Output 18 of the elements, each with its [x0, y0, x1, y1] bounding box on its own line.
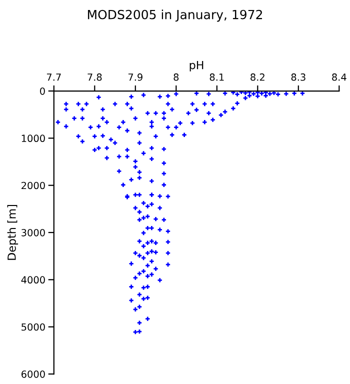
x-tick-label: 8: [174, 73, 179, 81]
x-tick-label: 7.7: [46, 74, 61, 81]
x-axis-title: pH: [190, 61, 204, 72]
y-tick-label: 5000: [22, 323, 45, 331]
x-tick-label: 8.2: [250, 73, 264, 81]
y-tick-label: 6000: [22, 370, 45, 378]
y-tick-label: 0: [40, 87, 45, 95]
x-tick-label: 8.1: [210, 73, 224, 81]
y-axis-title: Depth [m]: [7, 205, 18, 260]
x-tick-label: 8.4: [332, 73, 346, 81]
x-tick-label: 7.9: [128, 73, 142, 81]
chart-title: MODS2005 in January, 1972: [88, 10, 262, 22]
y-tick-label: 2000: [22, 182, 45, 190]
y-tick-label: 3000: [22, 228, 45, 236]
y-tick-label: 1000: [22, 134, 45, 142]
x-tick-label: 8.3: [291, 73, 306, 81]
x-tick-label: 7.8: [88, 73, 102, 81]
y-tick-label: 4000: [21, 276, 45, 284]
